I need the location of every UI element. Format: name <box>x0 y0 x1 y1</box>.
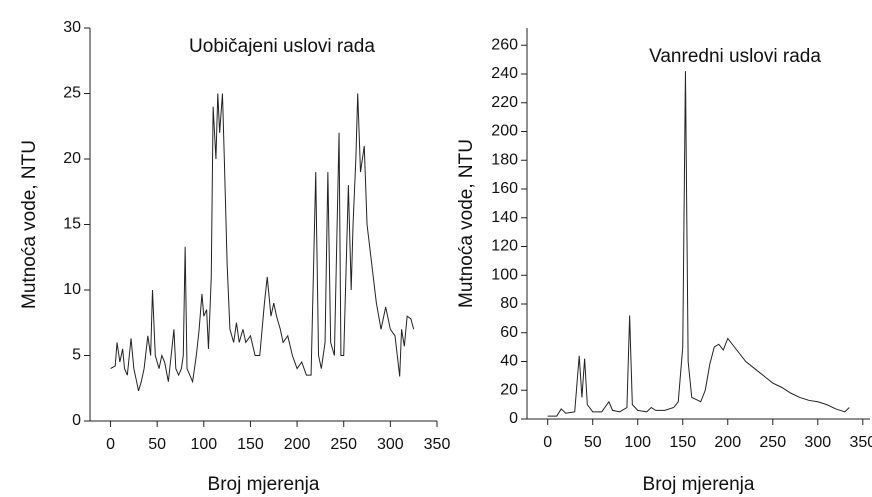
y-axis-label: Mutnoća vode, NTU <box>456 139 477 308</box>
y-tick-label: 120 <box>491 238 518 255</box>
x-tick-label: 0 <box>543 434 552 451</box>
x-tick-label: 100 <box>190 436 217 453</box>
y-axis-label: Mutnoća vode, NTU <box>19 140 40 309</box>
y-tick-label: 25 <box>63 85 81 102</box>
x-tick-label: 50 <box>584 434 602 451</box>
y-tick-label: 15 <box>63 216 81 233</box>
x-tick-label: 300 <box>377 436 404 453</box>
x-tick-label: 0 <box>106 436 115 453</box>
y-tick-label: 30 <box>63 19 81 36</box>
x-axis-label: Broj mjerenja <box>208 474 320 495</box>
y-tick-label: 20 <box>63 150 81 167</box>
x-tick-label: 200 <box>284 436 311 453</box>
y-tick-label: 140 <box>491 209 518 226</box>
data-line <box>110 93 415 392</box>
y-tick-label: 60 <box>500 324 518 341</box>
y-tick-label: 10 <box>63 281 81 298</box>
y-tick-label: 240 <box>491 65 518 82</box>
y-tick-label: 40 <box>500 353 518 370</box>
y-tick-label: 180 <box>491 151 518 168</box>
data-line <box>547 71 850 417</box>
y-tick-label: 20 <box>500 381 518 398</box>
y-tick-label: 0 <box>72 412 81 429</box>
x-tick-label: 300 <box>804 434 831 451</box>
y-tick-label: 260 <box>491 36 518 53</box>
y-tick-label: 0 <box>509 410 518 427</box>
y-tick-label: 100 <box>491 266 518 283</box>
x-tick-label: 200 <box>714 434 741 451</box>
x-tick-label: 50 <box>148 436 166 453</box>
x-tick-label: 150 <box>237 436 264 453</box>
x-tick-label: 250 <box>759 434 786 451</box>
y-tick-label: 220 <box>491 94 518 111</box>
x-axis-label: Broj mjerenja <box>643 474 755 495</box>
chart-title: Uobičajeni uslovi rada <box>189 36 375 57</box>
x-tick-label: 150 <box>669 434 696 451</box>
x-tick-label: 350 <box>424 436 451 453</box>
x-tick-label: 100 <box>624 434 651 451</box>
y-tick-label: 160 <box>491 180 518 197</box>
y-tick-label: 5 <box>72 347 81 364</box>
y-tick-label: 80 <box>500 295 518 312</box>
x-tick-label: 250 <box>330 436 357 453</box>
y-tick-label: 200 <box>491 123 518 140</box>
x-tick-label: 350 <box>849 434 872 451</box>
chart-title: Vanredni uslovi rada <box>649 46 821 67</box>
